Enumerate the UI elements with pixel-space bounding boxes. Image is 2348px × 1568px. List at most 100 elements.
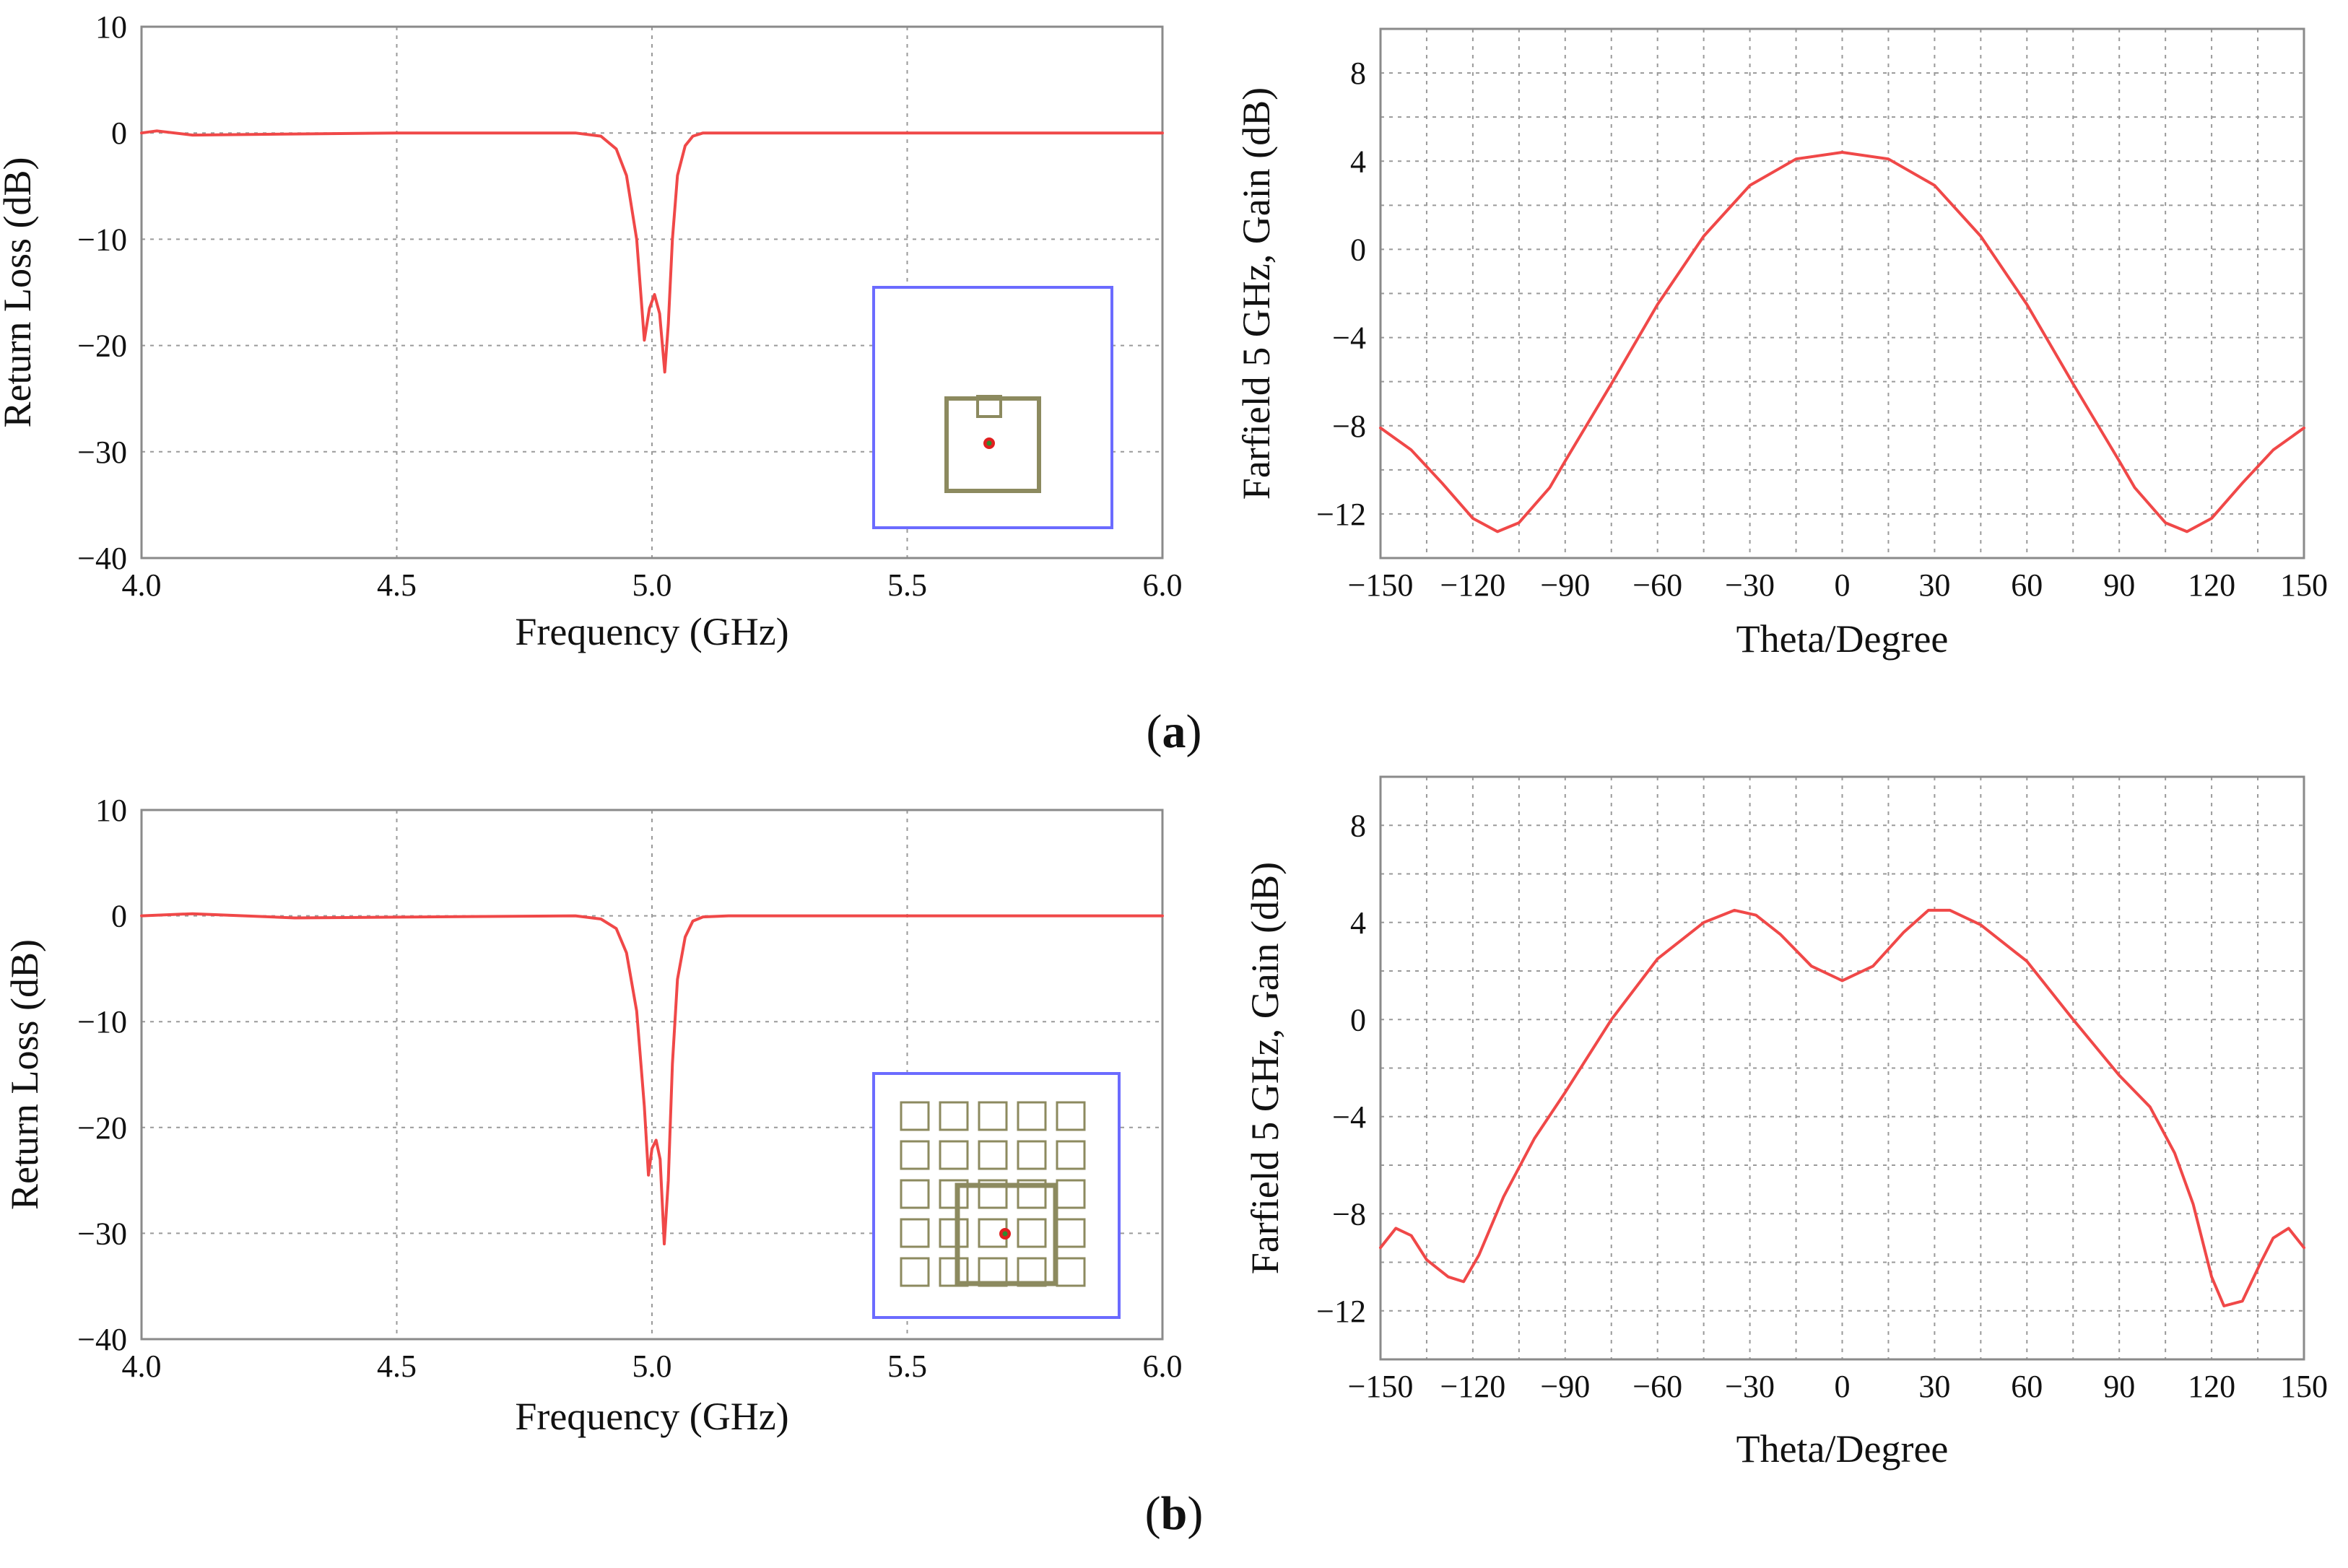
x-tick-label: 5.5: [887, 1349, 927, 1384]
x-tick-label: −90: [1540, 567, 1590, 603]
patch-outline: [944, 396, 1041, 493]
y-tick-label: 0: [111, 899, 127, 934]
inset-frame: [872, 286, 1113, 529]
y-tick-label: 4: [1350, 144, 1366, 179]
y-tick-label: 10: [95, 9, 127, 45]
caption-b-letter: b: [1161, 1487, 1188, 1540]
y-tick-label: 4: [1350, 905, 1366, 941]
x-tick-label: 4.0: [122, 567, 162, 603]
y-tick-label: −12: [1316, 1294, 1366, 1329]
feed-point-core: [986, 440, 992, 446]
unit-cell: [1017, 1218, 1047, 1248]
x-tick-label: 5.5: [887, 567, 927, 603]
x-axis-label: Frequency (GHz): [515, 610, 788, 653]
plot-frame: [140, 809, 1164, 1341]
x-tick-label: −60: [1632, 567, 1682, 603]
x-tick-label: 60: [2011, 567, 2043, 603]
plot-frame: [1379, 27, 2305, 559]
plot-frame: [1379, 775, 2305, 1361]
caption-a-letter: a: [1162, 705, 1186, 758]
x-tick-label: 5.0: [632, 1349, 672, 1384]
unit-cell: [939, 1101, 969, 1131]
unit-cell: [978, 1140, 1008, 1170]
y-tick-label: −20: [77, 1110, 127, 1146]
y-axis-label: Farfield 5 GHz, Gain (dB): [1243, 862, 1287, 1274]
x-tick-label: 4.0: [122, 1349, 162, 1384]
unit-cell: [1056, 1101, 1086, 1131]
x-axis-label: Theta/Degree: [1736, 617, 1949, 661]
series-line: [1379, 908, 2305, 1307]
series-line: [140, 129, 1164, 374]
antenna-inset: [872, 1072, 1121, 1319]
chart-b-right: −150 −120 −90 −60 −30 0 30 60 90 120 150 8 4 0 −4 −8 −12…: [1243, 775, 2328, 1471]
y-axis-label: Return Loss (dB): [3, 939, 46, 1210]
x-tick-label: −60: [1632, 1369, 1682, 1404]
y-axis-label: Return Loss (dB): [0, 157, 39, 428]
x-tick-label: 4.5: [377, 567, 417, 603]
y-tick-label: 0: [1350, 1002, 1366, 1037]
x-tick-label: 5.0: [632, 567, 672, 603]
chart-b-left: 4.0 4.5 5.0 5.5 6.0 10 0 −10 −20 −30 −40 Frequency …: [3, 793, 1183, 1438]
y-tick-label: −4: [1332, 1099, 1366, 1135]
y-tick-label: −30: [77, 1216, 127, 1251]
unit-cell: [939, 1218, 969, 1248]
x-axis-label: Frequency (GHz): [515, 1395, 788, 1438]
x-tick-label: −120: [1440, 1369, 1505, 1404]
feed-point-core: [1002, 1231, 1008, 1237]
y-tick-label: −12: [1316, 497, 1366, 532]
x-tick-label: 150: [2280, 567, 2328, 603]
y-tick-label: 8: [1350, 56, 1366, 91]
feed-notch: [976, 395, 1002, 418]
y-axis-label: Farfield 5 GHz, Gain (dB): [1235, 87, 1278, 500]
x-tick-label: −30: [1725, 567, 1775, 603]
x-tick-label: 150: [2280, 1369, 2328, 1404]
y-tick-label: −40: [77, 1322, 127, 1357]
y-tick-label: 0: [1350, 232, 1366, 267]
unit-cell: [978, 1101, 1008, 1131]
y-tick-label: −20: [77, 328, 127, 364]
unit-cell: [1056, 1140, 1086, 1170]
y-tick-label: −4: [1332, 321, 1366, 356]
x-tick-label: 120: [2188, 567, 2235, 603]
x-tick-label: 30: [1918, 1369, 1950, 1404]
x-tick-label: 4.5: [377, 1349, 417, 1384]
y-tick-label: −10: [77, 222, 127, 257]
unit-cell: [900, 1140, 930, 1170]
unit-cell: [900, 1179, 930, 1209]
patch-outline: [955, 1182, 1058, 1286]
x-tick-label: 6.0: [1143, 1349, 1183, 1384]
y-tick-label: −30: [77, 435, 127, 470]
series-line: [1379, 151, 2305, 533]
x-tick-label: 0: [1835, 567, 1851, 603]
x-tick-label: 6.0: [1143, 567, 1183, 603]
y-tick-label: −40: [77, 541, 127, 576]
x-axis-label: Theta/Degree: [1736, 1427, 1949, 1471]
unit-cell: [900, 1101, 930, 1131]
unit-cell: [939, 1257, 969, 1287]
chart-a-right: −150 −120 −90 −60 −30 0 30 60 90 120 150 8 4 0 −4 −8 −12…: [1235, 27, 2328, 661]
x-tick-label: 90: [2103, 1369, 2135, 1404]
x-tick-label: −90: [1540, 1369, 1590, 1404]
unit-cell: [900, 1218, 930, 1248]
series-line: [140, 912, 1164, 1246]
y-tick-label: 0: [111, 116, 127, 151]
y-tick-label: −8: [1332, 409, 1366, 444]
x-tick-label: −120: [1440, 567, 1505, 603]
antenna-inset: [872, 286, 1113, 529]
x-tick-label: −150: [1348, 567, 1414, 603]
caption-a: (a): [1147, 705, 1202, 758]
plot-frame: [140, 25, 1164, 559]
y-tick-label: −10: [77, 1004, 127, 1040]
unit-cell: [1017, 1179, 1047, 1209]
unit-cell: [978, 1179, 1008, 1209]
y-tick-label: −8: [1332, 1196, 1366, 1232]
unit-cell: [900, 1257, 930, 1287]
x-tick-label: −30: [1725, 1369, 1775, 1404]
x-tick-label: −150: [1348, 1369, 1414, 1404]
unit-cell: [939, 1140, 969, 1170]
unit-cell: [1017, 1101, 1047, 1131]
caption-b: (b): [1145, 1487, 1204, 1540]
unit-cell: [939, 1179, 969, 1209]
x-tick-label: 90: [2103, 567, 2135, 603]
